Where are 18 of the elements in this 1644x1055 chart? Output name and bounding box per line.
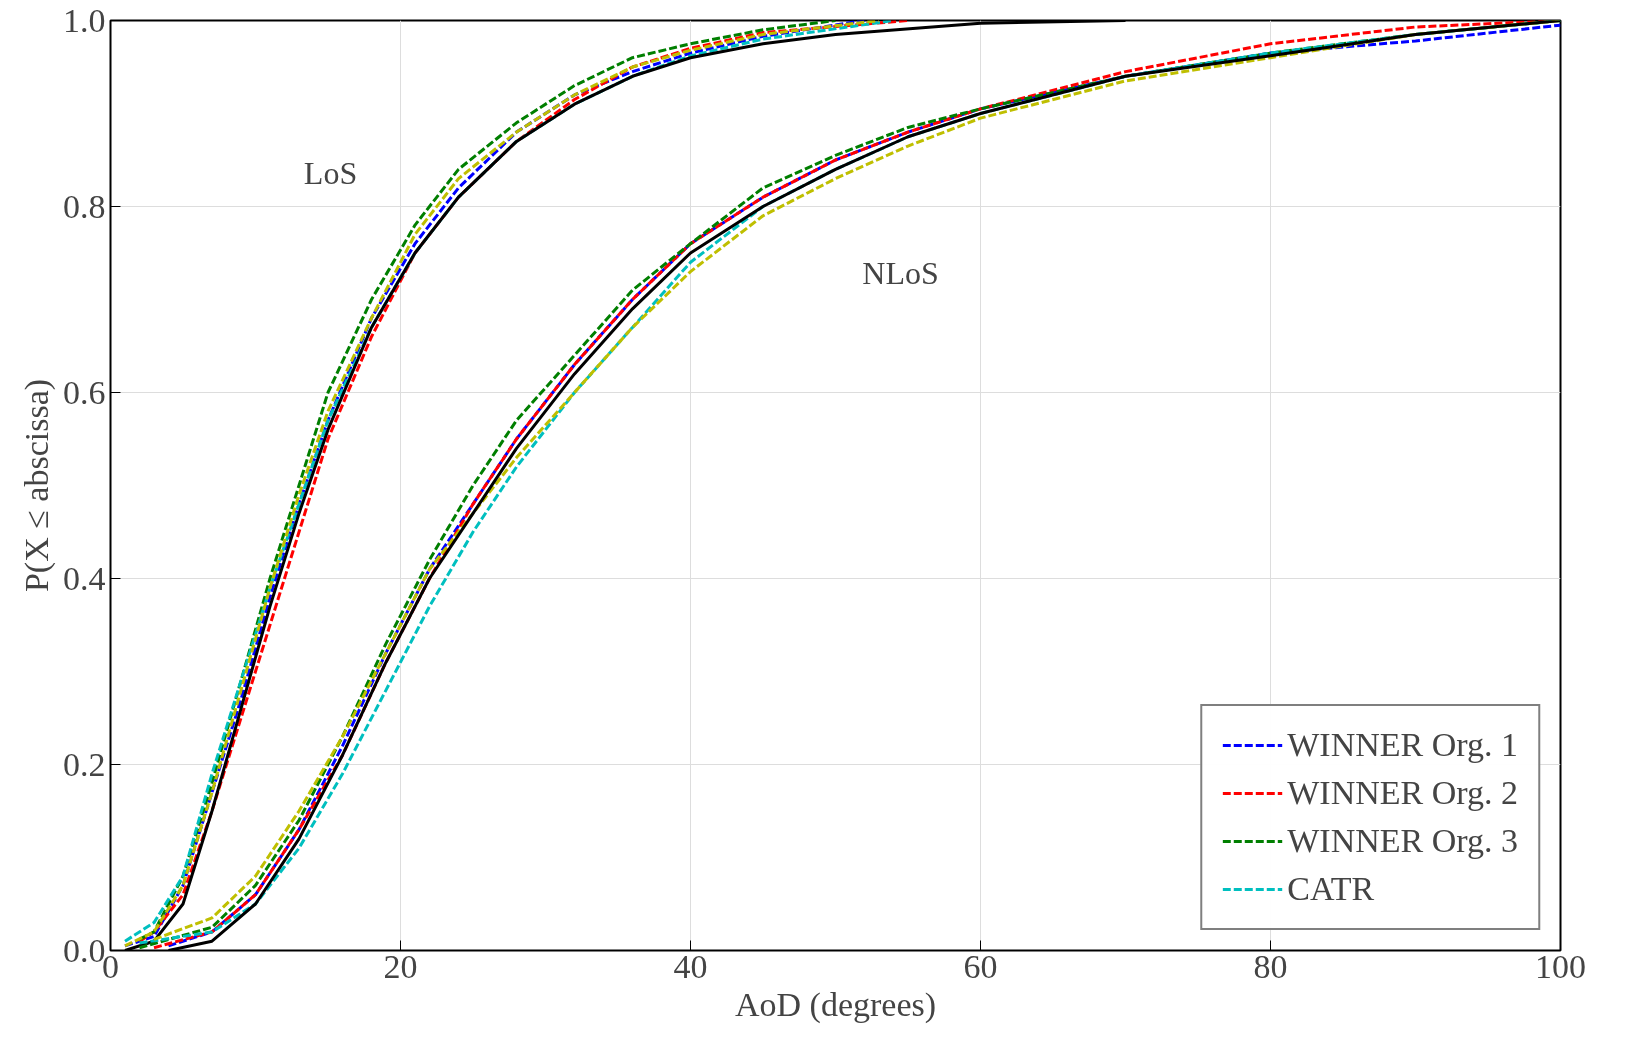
annotation: NLoS [862,254,939,291]
x-tick-label: 60 [963,947,998,985]
legend-label: CATR [1287,870,1375,908]
legend-label: WINNER Org. 2 [1287,774,1518,812]
x-tick-label: 100 [1535,947,1586,985]
y-tick-label: 1.0 [63,1,106,39]
y-tick-label: 0.2 [63,745,106,783]
x-axis-title: AoD (degrees) [734,985,937,1024]
legend-label: WINNER Org. 3 [1287,822,1518,860]
x-tick-label: 20 [383,947,418,985]
y-tick-label: 0.8 [63,187,106,225]
legend-label: WINNER Org. 1 [1287,726,1518,764]
x-tick-label: 80 [1253,947,1288,985]
y-tick-label: 0.6 [63,373,106,411]
annotation: LoS [303,154,358,191]
x-tick-label: 40 [673,947,708,985]
y-tick-label: 0.4 [63,559,106,597]
y-axis-title: P(X ≤ abscissa) [18,378,56,593]
